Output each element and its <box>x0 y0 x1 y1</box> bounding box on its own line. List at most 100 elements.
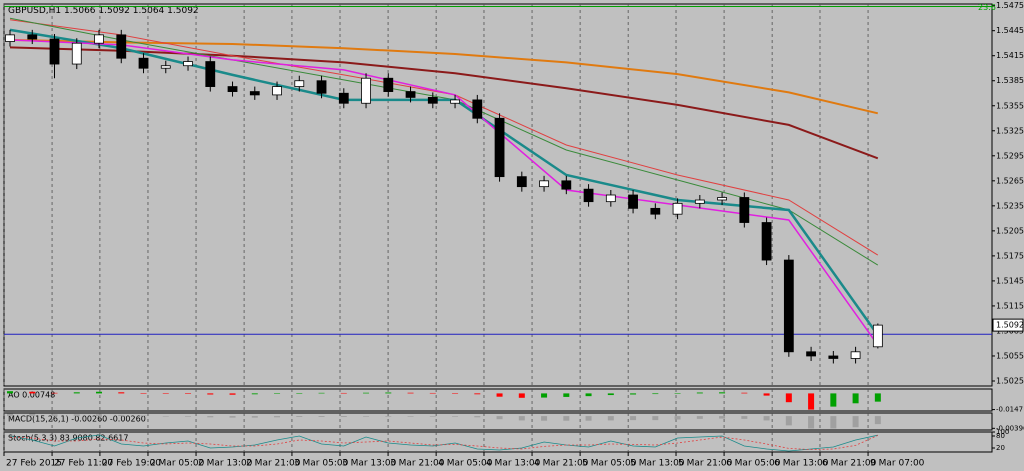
macd-bar <box>852 416 859 428</box>
ao-bar <box>630 393 637 395</box>
macd-bar <box>874 416 881 425</box>
candle-body <box>628 194 638 209</box>
x-tick-label: 3 Mar 05:00 <box>294 459 349 469</box>
ao-bar <box>496 393 503 397</box>
candle-body <box>94 34 104 44</box>
candle-body <box>49 38 60 65</box>
ao-bar <box>585 393 592 397</box>
y-tick-label: 1.5415 <box>996 51 1024 60</box>
candle-body <box>694 199 705 204</box>
y-tick-label: 1.5325 <box>996 126 1024 135</box>
candle-body <box>739 197 750 223</box>
moving-average <box>9 46 879 160</box>
macd-bar <box>51 414 58 417</box>
macd-bar <box>785 416 792 426</box>
x-tick-label: 2 Mar 13:00 <box>198 459 253 469</box>
x-tick-label: 27 Feb 19:00 <box>102 459 161 469</box>
ao-bar <box>852 393 859 404</box>
candle-body <box>5 34 15 42</box>
ao-bar <box>407 392 414 394</box>
macd-bar <box>518 416 525 421</box>
candle-body <box>405 91 416 98</box>
candle-body <box>71 42 82 65</box>
macd-bar <box>763 416 770 421</box>
x-tick-label: 27 Feb 11:00 <box>54 459 113 469</box>
candle-body <box>717 197 727 201</box>
ao-bar <box>674 393 681 394</box>
ao-bar <box>162 393 169 394</box>
moving-average <box>9 38 879 115</box>
x-tick-label: 5 Mar 05:00 <box>582 459 637 469</box>
stoch-line <box>9 434 878 452</box>
ao-bar <box>251 393 258 395</box>
candle-body <box>605 194 616 203</box>
ao-bar <box>541 393 548 398</box>
ao-bar <box>318 392 325 394</box>
ao-bar <box>474 393 481 395</box>
y-tick-label: 100 <box>996 428 1009 436</box>
candle-body <box>383 77 394 92</box>
macd-bar <box>607 416 614 421</box>
candle-body <box>828 355 839 359</box>
candle-body <box>27 34 38 40</box>
bar-low: 1.5064 <box>133 6 165 16</box>
macd-bar <box>541 416 548 421</box>
price-tag <box>992 318 1024 332</box>
macd-panel <box>3 412 993 431</box>
macd-bar <box>474 416 481 418</box>
macd-bar <box>29 413 36 417</box>
y-tick-label: 1.5295 <box>996 151 1024 160</box>
ao-bar <box>7 391 14 394</box>
y-tick-label: 80 <box>996 432 1005 440</box>
y-tick-label: -0.0147 <box>996 406 1023 414</box>
x-tick-label: 9 Mar 07:00 <box>870 459 925 469</box>
macd-bar <box>7 413 14 417</box>
candle-body <box>761 222 772 261</box>
x-tick-label: 4 Mar 05:00 <box>438 459 493 469</box>
bar-close: 1.5092 <box>167 6 199 16</box>
ao-bar <box>118 392 125 394</box>
macd-bar <box>185 416 192 417</box>
candle-body <box>650 207 661 215</box>
candle-body <box>539 180 549 188</box>
macd-bar <box>407 416 414 417</box>
x-tick-label: 2 Mar 05:00 <box>150 459 205 469</box>
x-tick-label: 6 Mar 21:00 <box>822 459 877 469</box>
ao-bar <box>719 392 726 394</box>
symbol: GBPUSD,H1 <box>8 6 61 16</box>
macd-bar <box>385 416 392 417</box>
candle-body <box>294 80 305 87</box>
macd-bar <box>274 416 281 418</box>
x-tick-label: 6 Mar 05:00 <box>726 459 781 469</box>
ao-title: AO 0.00748 <box>8 391 55 400</box>
ao-bar <box>185 393 192 394</box>
ao-bar <box>340 392 347 394</box>
macd-bar <box>674 416 681 420</box>
y-tick-label: 1.5175 <box>996 251 1024 260</box>
x-tick-label: 5 Mar 21:00 <box>678 459 733 469</box>
candle-body <box>138 57 149 69</box>
macd-bar <box>429 416 436 417</box>
ao-bar <box>607 393 614 396</box>
price-tag-label: 1.5092 <box>996 321 1024 330</box>
x-tick-label: 27 Feb 2015 <box>6 459 62 469</box>
y-tick-label: 1.5355 <box>996 101 1024 110</box>
ao-bar <box>785 393 792 403</box>
ao-bar <box>274 393 281 394</box>
candle-body <box>450 99 460 104</box>
ao-bar <box>29 391 36 394</box>
candle-body <box>561 180 572 190</box>
macd-title: MACD(15,26,1) -0.00260 -0.00260 <box>8 415 146 424</box>
stoch-panel <box>3 431 993 453</box>
macd-bar <box>585 416 592 421</box>
candle-body <box>361 77 371 104</box>
x-tick-label: 2 Mar 21:00 <box>246 459 301 469</box>
bar-open: 1.5066 <box>64 6 96 16</box>
macd-bar <box>830 416 837 429</box>
macd-bar <box>652 416 659 421</box>
y-tick-label: 1.5025 <box>996 376 1024 385</box>
y-tick-label: 20 <box>996 444 1005 452</box>
macd-bar <box>741 416 748 419</box>
macd-bar <box>452 416 459 417</box>
ao-bar <box>363 392 370 394</box>
